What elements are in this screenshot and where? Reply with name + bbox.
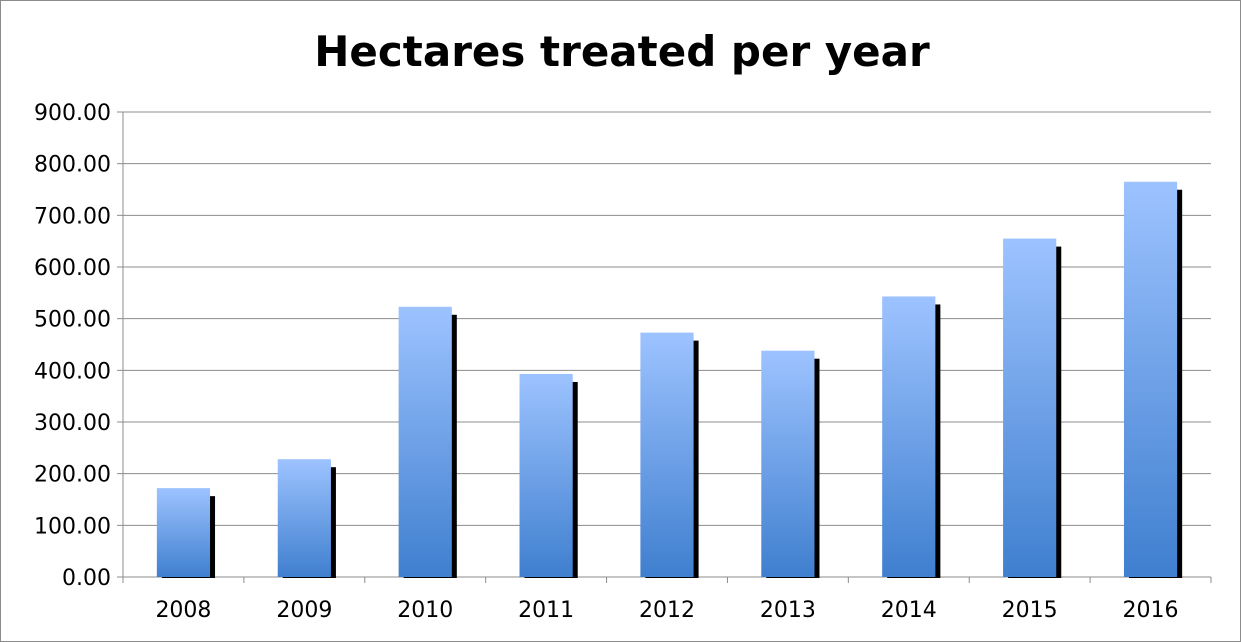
x-tick-labels: 2008 2009 2010 2011 2012 2013 2014 2015 2016 (155, 598, 1178, 623)
x-tick-label: 2009 (276, 598, 332, 623)
bar-2016 (1123, 181, 1178, 577)
y-tick-label: 400.00 (34, 359, 111, 384)
bar-2015 (1003, 238, 1057, 578)
y-tick-labels: 0.00 100.00 200.00 300.00 400.00 500.00 600.00… (34, 101, 111, 591)
y-tick-label: 600.00 (34, 256, 111, 281)
x-tick-label: 2013 (760, 598, 816, 623)
bar-2011 (519, 373, 573, 577)
y-tick-label: 500.00 (34, 308, 111, 333)
bar-2013 (761, 350, 815, 577)
bars (156, 181, 1183, 579)
bar-2010 (398, 306, 452, 577)
y-tick-label: 300.00 (34, 411, 111, 436)
y-tick-label: 0.00 (62, 566, 111, 591)
x-tick-label: 2015 (1002, 598, 1058, 623)
bar-2009 (277, 459, 331, 577)
x-tick-label: 2012 (639, 598, 695, 623)
y-tick-label: 700.00 (34, 204, 111, 229)
chart-title: Hectares treated per year (314, 27, 930, 76)
bar-2012 (640, 332, 694, 577)
x-tick-label: 2011 (518, 598, 574, 623)
bar-2014 (882, 296, 936, 577)
y-tick-label: 800.00 (34, 153, 111, 178)
y-tick-label: 100.00 (34, 514, 111, 539)
x-tick-label: 2008 (155, 598, 211, 623)
x-tick-label: 2010 (397, 598, 453, 623)
x-tick-label: 2016 (1123, 598, 1179, 623)
y-tick-label: 200.00 (34, 463, 111, 488)
bar-2008 (156, 488, 211, 577)
x-tick-label: 2014 (881, 598, 937, 623)
y-tick-label: 900.00 (34, 101, 111, 126)
